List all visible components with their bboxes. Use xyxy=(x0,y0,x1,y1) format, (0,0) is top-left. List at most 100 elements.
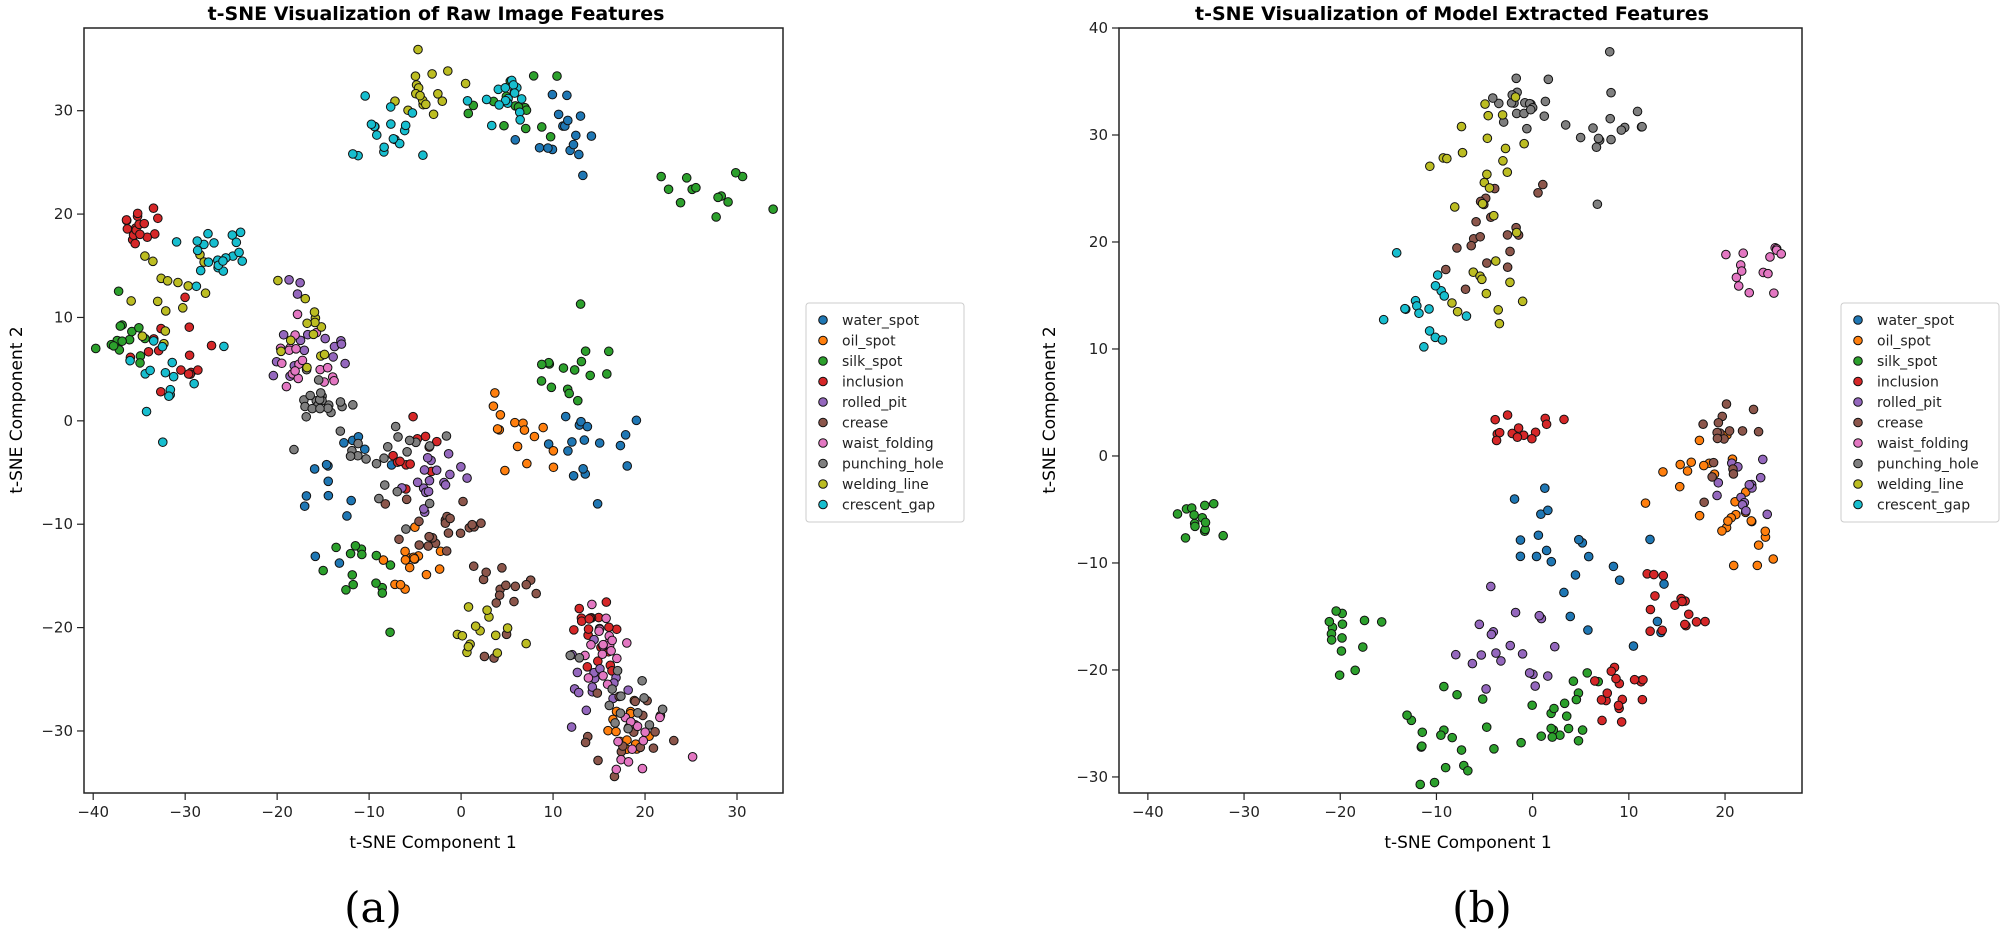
legend-entry-inclusion: inclusion xyxy=(818,375,904,391)
data-point xyxy=(371,458,382,469)
legend-label: silk_spot xyxy=(1877,354,1938,370)
data-point xyxy=(316,322,327,332)
data-point xyxy=(1477,274,1487,285)
data-point xyxy=(145,365,155,376)
data-point xyxy=(153,213,163,224)
data-point xyxy=(623,757,634,767)
data-point xyxy=(519,425,530,435)
data-point xyxy=(1632,106,1643,117)
data-point xyxy=(568,139,579,150)
series-water-spot xyxy=(299,89,642,568)
data-point xyxy=(1753,540,1764,550)
data-point xyxy=(277,358,287,369)
data-point xyxy=(289,444,299,455)
y-tick-label: 20 xyxy=(54,205,73,223)
data-point xyxy=(669,735,679,746)
data-point xyxy=(137,331,148,341)
chart-raw-features: t-SNE Visualization of Raw Image Feature… xyxy=(7,3,965,932)
data-point xyxy=(494,100,504,110)
legend-marker xyxy=(1853,335,1863,346)
data-point xyxy=(143,346,154,357)
data-point xyxy=(408,411,418,422)
data-point xyxy=(650,727,660,737)
data-point xyxy=(135,229,145,240)
legend-label: punching_hole xyxy=(1877,457,1979,473)
x-tick-label: 0 xyxy=(1528,803,1538,821)
data-point xyxy=(553,109,564,120)
data-point xyxy=(1496,656,1506,666)
data-point xyxy=(134,322,144,333)
data-point xyxy=(1358,642,1368,652)
legend-marker xyxy=(1853,438,1863,448)
data-point xyxy=(463,108,474,119)
series-silk-spot xyxy=(90,71,778,638)
data-point xyxy=(320,333,330,344)
legend-entry-water-spot: water_spot xyxy=(818,313,920,329)
data-point xyxy=(627,744,637,755)
data-point xyxy=(1463,765,1473,776)
data-point xyxy=(1218,530,1228,541)
data-point xyxy=(603,346,614,357)
y-tick-label: −20 xyxy=(1076,661,1108,679)
data-point xyxy=(189,378,199,389)
data-point xyxy=(521,579,532,590)
data-point xyxy=(1760,526,1771,537)
data-point xyxy=(1707,472,1717,482)
data-point xyxy=(1490,256,1501,266)
data-point xyxy=(1505,640,1516,651)
data-point xyxy=(278,329,289,340)
data-point xyxy=(1769,288,1779,298)
data-point xyxy=(607,635,617,646)
data-point xyxy=(562,115,573,126)
data-point xyxy=(548,462,559,473)
data-point xyxy=(1481,684,1491,694)
data-point xyxy=(191,281,202,292)
data-point xyxy=(385,102,396,112)
data-point xyxy=(135,358,145,368)
y-tick-label: 0 xyxy=(63,412,73,430)
data-point xyxy=(385,627,395,638)
data-point xyxy=(494,590,505,601)
data-point xyxy=(394,138,405,149)
data-point xyxy=(481,94,492,105)
data-point xyxy=(490,388,500,398)
data-point xyxy=(1437,335,1448,345)
data-point xyxy=(574,603,585,614)
data-point xyxy=(1755,472,1766,483)
data-point xyxy=(1700,616,1710,627)
legend-marker xyxy=(818,315,828,325)
data-point xyxy=(336,339,347,349)
data-point xyxy=(323,490,334,501)
legend-entry-silk-spot: silk_spot xyxy=(818,354,903,370)
x-tick-label: −10 xyxy=(353,803,385,821)
legend-marker xyxy=(1853,397,1863,407)
data-point xyxy=(400,546,410,557)
data-point xyxy=(456,462,466,472)
data-point xyxy=(339,438,349,448)
data-point xyxy=(1638,674,1648,685)
data-point xyxy=(612,653,622,664)
data-point xyxy=(1414,308,1424,319)
data-point xyxy=(663,184,674,195)
legend-entry-silk-spot: silk_spot xyxy=(1853,354,1938,370)
data-point xyxy=(395,456,405,467)
data-point xyxy=(1543,74,1554,85)
data-point xyxy=(1570,570,1581,580)
data-point xyxy=(615,440,626,451)
legend-marker xyxy=(1853,458,1863,469)
data-point xyxy=(126,296,136,306)
data-point xyxy=(160,306,171,316)
legend-label: rolled_pit xyxy=(842,395,907,411)
data-point xyxy=(1573,534,1584,545)
data-point xyxy=(401,524,411,534)
legend-entry-welding-line: welding_line xyxy=(818,477,929,493)
data-point xyxy=(573,687,584,698)
data-point xyxy=(1713,477,1724,488)
data-point xyxy=(604,622,614,633)
data-point xyxy=(1616,717,1627,727)
data-point xyxy=(1378,314,1389,325)
data-point xyxy=(310,551,321,562)
data-point xyxy=(1482,133,1493,144)
data-point xyxy=(1199,500,1210,511)
data-point xyxy=(1483,110,1493,121)
